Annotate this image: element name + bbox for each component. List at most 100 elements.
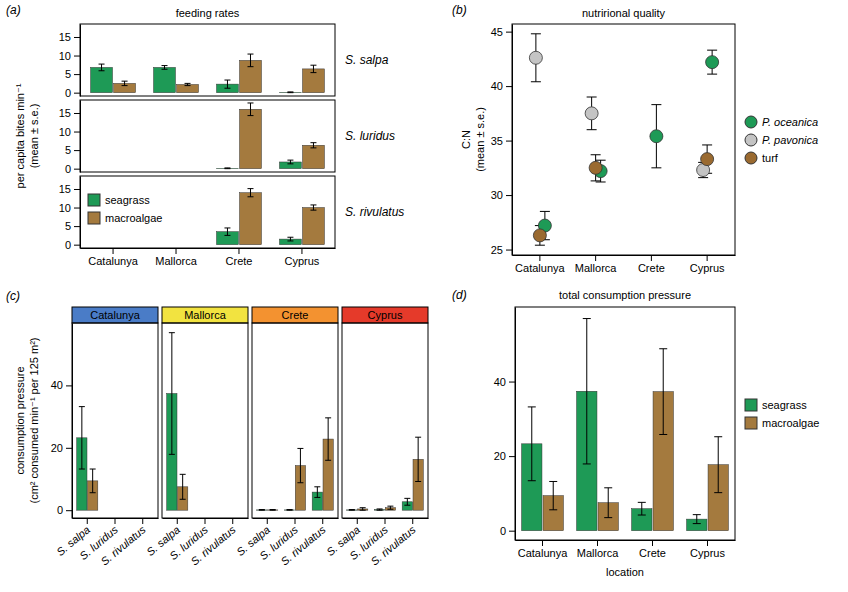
error-cap	[287, 237, 293, 238]
tick-mark	[506, 86, 512, 87]
tick-mark	[322, 518, 323, 524]
bar	[91, 67, 113, 92]
facet-label: S. luridus	[345, 129, 395, 143]
error-bar	[164, 66, 165, 70]
tick-mark	[539, 255, 540, 261]
legend-label: turf	[762, 152, 779, 164]
error-cap	[185, 83, 191, 84]
error-cap	[310, 142, 316, 143]
tick-label: S. rivulatus	[368, 523, 418, 567]
error-cap	[314, 486, 320, 487]
tick: 20	[494, 450, 515, 462]
error-cap	[549, 481, 557, 482]
error-cap	[387, 509, 393, 510]
error-cap	[714, 492, 722, 493]
legend-swatch	[745, 116, 757, 128]
error-bar	[696, 515, 697, 524]
error-cap	[415, 481, 421, 482]
error-cap	[707, 74, 717, 75]
tick-label: S. rivulatus	[188, 523, 238, 567]
tick-mark	[115, 518, 116, 524]
tick: 5	[65, 220, 80, 232]
tick-label: 40	[494, 376, 506, 388]
tick-mark	[74, 189, 80, 190]
error-cap	[415, 437, 421, 438]
error-cap	[604, 487, 612, 488]
error-bar	[227, 228, 228, 235]
axis-title: (mean ± s.e.)	[474, 107, 486, 172]
tick-mark	[595, 255, 596, 261]
tick: Crete	[638, 255, 665, 274]
tick: 40	[491, 80, 512, 92]
error-cap	[287, 91, 293, 92]
error-cap	[314, 497, 320, 498]
bar	[268, 509, 278, 510]
tick-mark	[74, 56, 80, 57]
axis-line	[515, 308, 516, 541]
error-cap	[247, 54, 253, 55]
tick: Mallorca	[155, 248, 197, 267]
x-axis: S. salpaS. luridusS. rivulatus	[324, 518, 428, 567]
tick-mark	[74, 245, 80, 246]
tick-label: Catalunya	[518, 547, 568, 559]
error-cap	[99, 64, 105, 65]
tick-mark	[385, 518, 386, 524]
legend: P. oceanicaP. pavonicaturf	[745, 116, 818, 164]
axis-line	[512, 25, 513, 256]
tick-label: Mallorca	[575, 262, 617, 274]
error-cap	[659, 434, 667, 435]
legend-label: macroalgae	[105, 212, 162, 224]
tick-mark	[542, 540, 543, 546]
tick: 40	[51, 379, 72, 391]
tick-label: 15	[59, 31, 71, 43]
y-axis: 2530354045	[491, 25, 513, 256]
tick: Cyprus	[285, 248, 320, 267]
error-cap	[310, 204, 316, 205]
axis-title: (cm² consumed min⁻¹ per 125 m²)	[28, 338, 40, 504]
tick-label: 5	[65, 144, 71, 156]
plot-area	[529, 34, 718, 245]
error-cap	[638, 502, 646, 503]
tick-mark	[74, 93, 80, 94]
tick-label: Crete	[639, 547, 666, 559]
tick-mark	[87, 518, 88, 524]
legend-swatch	[88, 194, 100, 206]
tick-mark	[66, 448, 72, 449]
error-bar	[182, 474, 183, 499]
bar	[217, 168, 239, 169]
error-bar	[290, 160, 291, 164]
error-cap	[90, 469, 96, 470]
error-cap	[224, 80, 230, 81]
error-cap	[287, 510, 293, 511]
error-cap	[702, 144, 712, 145]
tick: Catalunya	[518, 540, 568, 559]
y-axis: 051015	[59, 177, 81, 251]
tick: 45	[491, 26, 512, 38]
error-cap	[651, 167, 661, 168]
error-cap	[596, 181, 606, 182]
bar	[303, 208, 325, 245]
error-cap	[528, 406, 536, 407]
error-cap	[360, 510, 366, 511]
tick: 25	[491, 244, 512, 256]
tick-mark	[238, 248, 239, 254]
tick-mark	[509, 382, 515, 383]
x-axis: S. salpaS. luridusS. rivulatus	[234, 518, 338, 567]
tick-label: 45	[491, 26, 503, 38]
error-cap	[247, 115, 253, 116]
error-cap	[297, 482, 303, 483]
error-cap	[270, 510, 276, 511]
error-bar	[317, 487, 318, 498]
tick-mark	[651, 255, 652, 261]
error-bar	[250, 54, 251, 67]
bar	[240, 193, 262, 245]
legend-label: macroalgae	[762, 417, 819, 429]
plot-frame	[72, 323, 158, 518]
error-cap	[549, 509, 557, 510]
tick: 15	[59, 31, 80, 43]
error-cap	[659, 348, 667, 349]
error-bar	[290, 237, 291, 241]
bar	[347, 509, 357, 510]
panel-letter: (d)	[452, 288, 467, 302]
error-cap	[310, 210, 316, 211]
